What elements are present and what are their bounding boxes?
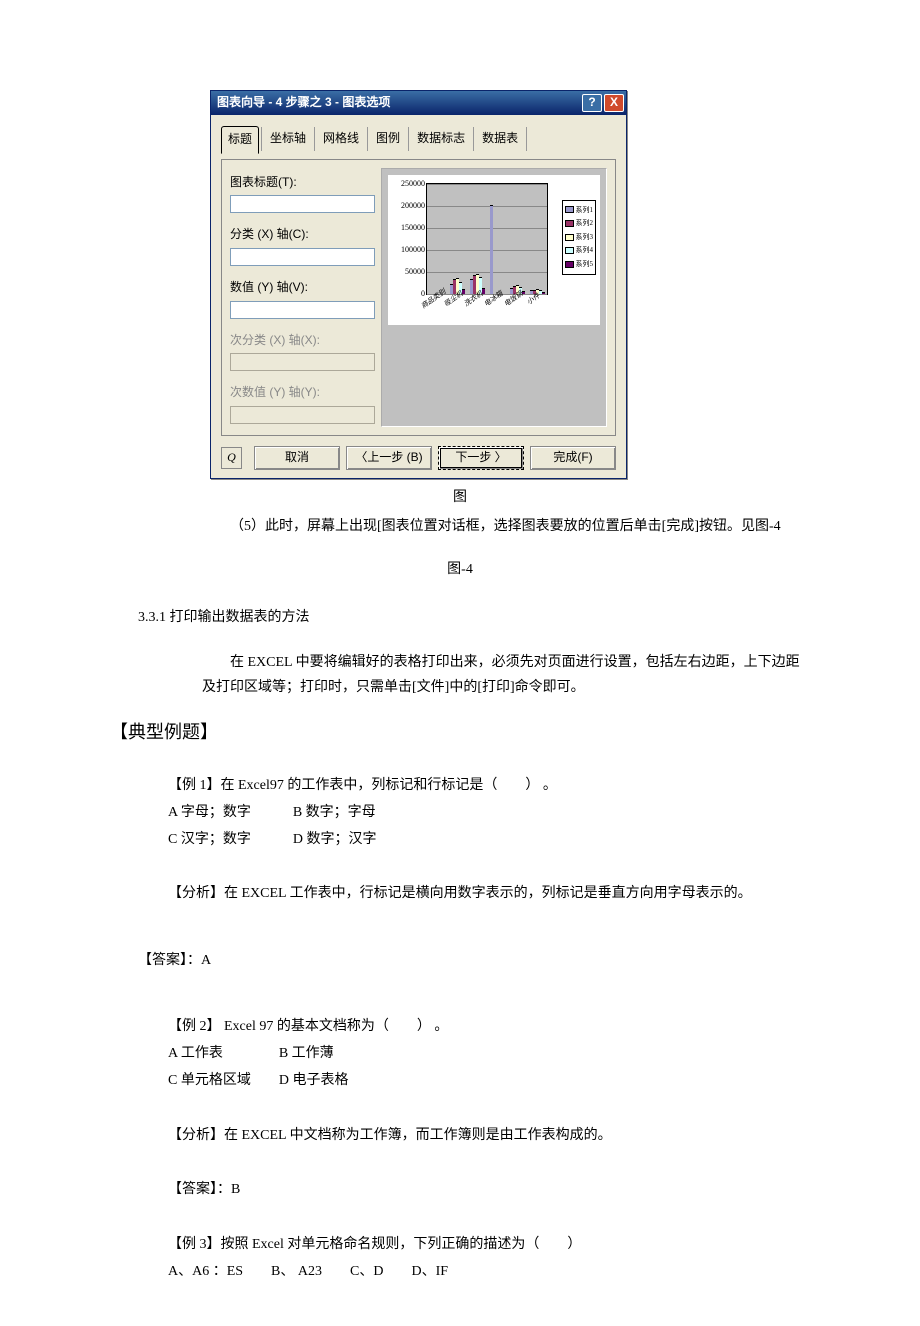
form-column: 图表标题(T): 分类 (X) 轴(C): 数值 (Y) 轴(V): 次分类 (…: [230, 168, 375, 427]
figure-annot: 图: [110, 485, 810, 510]
sub-cat-label: 次分类 (X) 轴(X):: [230, 330, 375, 352]
chart-legend: 系列1系列2系列3系列4系列5: [562, 200, 597, 275]
examples-heading: 【典型例题】: [110, 716, 810, 748]
next-button[interactable]: 下一步 〉: [438, 446, 524, 470]
val-y-label: 数值 (Y) 轴(V):: [230, 277, 375, 299]
cat-x-label: 分类 (X) 轴(C):: [230, 224, 375, 246]
dialog-title: 图表向导 - 4 步骤之 3 - 图表选项: [217, 92, 580, 114]
chart-wizard-dialog: 图表向导 - 4 步骤之 3 - 图表选项 ? X 标题 坐标轴 网格线 图例 …: [210, 90, 627, 479]
section-3-3-1: 3.3.1 打印输出数据表的方法: [138, 605, 810, 630]
example-2: 【例 2】 Excel 97 的基本文档称为（ ） 。 A 工作表 B 工作薄 …: [168, 1014, 810, 1284]
dialog-button-row: Q 取消 〈上一步 (B) 下一步 〉 完成(F): [221, 446, 616, 470]
tab-datatable[interactable]: 数据表: [476, 126, 524, 154]
tab-row: 标题 坐标轴 网格线 图例 数据标志 数据表: [221, 125, 616, 153]
val-y-input[interactable]: [230, 301, 375, 319]
dialog-titlebar[interactable]: 图表向导 - 4 步骤之 3 - 图表选项 ? X: [211, 91, 626, 115]
dialog-body: 标题 坐标轴 网格线 图例 数据标志 数据表 图表标题(T): 分类 (X) 轴…: [211, 115, 626, 478]
tab-grid[interactable]: 网格线: [317, 126, 365, 154]
tab-datalabels[interactable]: 数据标志: [411, 126, 471, 154]
sub-val-label: 次数值 (Y) 轴(Y):: [230, 382, 375, 404]
sub-val-input: [230, 406, 375, 424]
back-button[interactable]: 〈上一步 (B): [346, 446, 432, 470]
close-button[interactable]: X: [604, 94, 624, 112]
example-1: 【例 1】在 Excel97 的工作表中，列标记和行标记是（ ） 。 A 字母；…: [168, 773, 810, 907]
tab-panel: 图表标题(T): 分类 (X) 轴(C): 数值 (Y) 轴(V): 次分类 (…: [221, 159, 616, 436]
tab-legend[interactable]: 图例: [370, 126, 406, 154]
chart-preview: 050000100000150000200000250000商品类别吸尘机洗衣机…: [381, 168, 607, 427]
finish-button[interactable]: 完成(F): [530, 446, 616, 470]
chart-title-label: 图表标题(T):: [230, 172, 375, 194]
cat-x-input[interactable]: [230, 248, 375, 266]
tab-axes[interactable]: 坐标轴: [264, 126, 312, 154]
print-paragraph: 在 EXCEL 中要将编辑好的表格打印出来，必须先对页面进行设置，包括左右边距，…: [202, 650, 810, 700]
sub-cat-input: [230, 353, 375, 371]
figure-4-label: 图-4: [110, 557, 810, 582]
hint-button[interactable]: Q: [221, 447, 242, 469]
example-1-answer: 【答案】：A: [138, 948, 810, 973]
paragraph-5: （5）此时，屏幕上出现[图表位置对话框，选择图表要放的位置后单击[完成]按钮。见…: [202, 514, 810, 539]
help-button[interactable]: ?: [582, 94, 602, 112]
example-2-answer: 【答案】：B: [168, 1177, 810, 1202]
chart-title-input[interactable]: [230, 195, 375, 213]
cancel-button[interactable]: 取消: [254, 446, 340, 470]
tab-title[interactable]: 标题: [221, 126, 259, 154]
